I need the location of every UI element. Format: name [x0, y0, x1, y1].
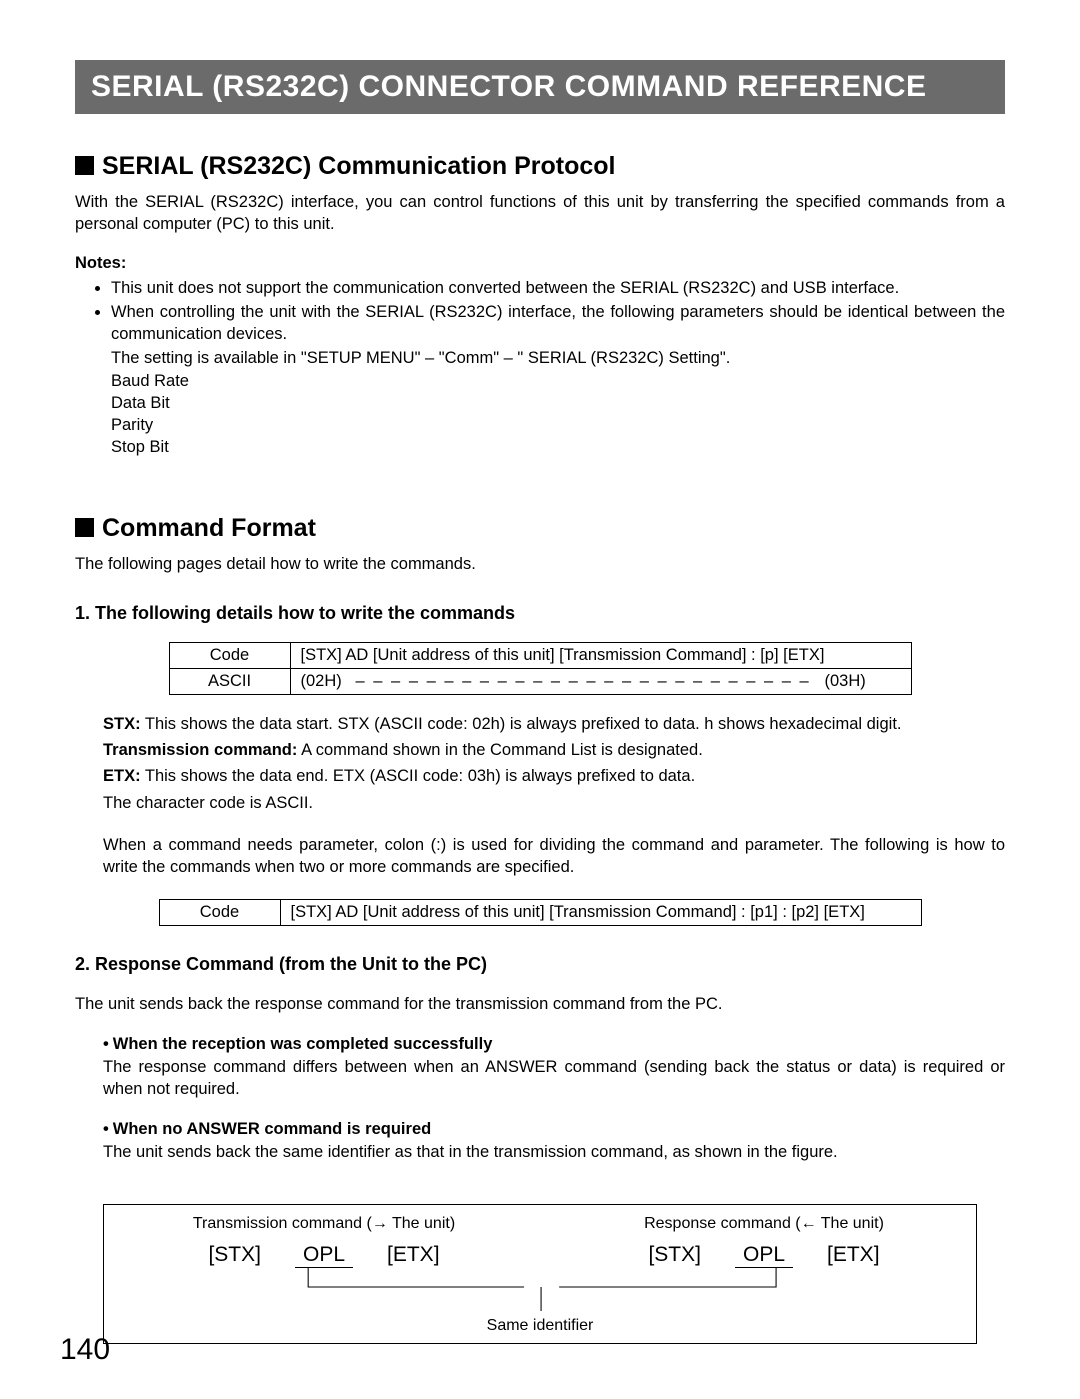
- square-bullet-icon: [75, 518, 94, 537]
- subline-1: Baud Rate: [111, 370, 1005, 392]
- bullet-dot-icon: •: [103, 1120, 109, 1138]
- t1-r2c2-dash: – – – – – – – – – – – – – – – – – – – – …: [356, 672, 811, 690]
- t2-r1c1: Code: [159, 899, 280, 925]
- response-bullets: •When the reception was completed succes…: [75, 1035, 1005, 1164]
- diagram-right-col: Response command (← The unit) [STX] OPL …: [604, 1215, 924, 1268]
- diag-l-tok3: [ETX]: [387, 1243, 440, 1268]
- command-diagram: Transmission command (→ The unit) [STX] …: [103, 1204, 977, 1344]
- notes-bullet-1: This unit does not support the communica…: [111, 277, 1005, 299]
- resp-b2-body: The unit sends back the same identifier …: [103, 1141, 1005, 1163]
- tc-text: A command shown in the Command List is d…: [297, 741, 702, 759]
- resp-b1-head: When the reception was completed success…: [113, 1035, 493, 1053]
- connector-lines-icon: [104, 1267, 976, 1323]
- ascii-line: The character code is ASCII.: [103, 792, 1005, 814]
- section1-heading-text: SERIAL (RS232C) Communication Protocol: [102, 152, 616, 180]
- t1-r1c2: [STX] AD [Unit address of this unit] [Tr…: [290, 642, 911, 668]
- t1-r2c2-left: (02H): [301, 672, 342, 690]
- t1-r2c1: ASCII: [169, 668, 290, 694]
- subline-4: Stop Bit: [111, 436, 1005, 458]
- notes-sublines: The setting is available in "SETUP MENU"…: [75, 347, 1005, 458]
- notes-bullet-2: When controlling the unit with the SERIA…: [111, 301, 1005, 346]
- stx-text: This shows the data start. STX (ASCII co…: [141, 715, 902, 733]
- sub2-title: 2. Response Command (from the Unit to th…: [75, 954, 1005, 975]
- etx-label: ETX:: [103, 767, 141, 785]
- page-number: 140: [60, 1333, 110, 1367]
- section2-heading-text: Command Format: [102, 514, 316, 542]
- same-identifier-label: Same identifier: [104, 1317, 976, 1335]
- diag-r-tok3: [ETX]: [827, 1243, 880, 1268]
- diag-l-tok1: [STX]: [208, 1243, 261, 1268]
- tc-label: Transmission command:: [103, 741, 297, 759]
- t1-r2c2-right: (03H): [825, 672, 866, 690]
- def-para2: When a command needs parameter, colon (:…: [103, 834, 1005, 879]
- t1-r1c1: Code: [169, 642, 290, 668]
- command-table-1: Code [STX] AD [Unit address of this unit…: [169, 642, 912, 695]
- square-bullet-icon: [75, 156, 94, 175]
- t2-r1c2: [STX] AD [Unit address of this unit] [Tr…: [280, 899, 921, 925]
- section2-intro: The following pages detail how to write …: [75, 553, 1005, 575]
- subline-3: Parity: [111, 414, 1005, 436]
- stx-label: STX:: [103, 715, 141, 733]
- sub2-intro: The unit sends back the response command…: [75, 993, 1005, 1015]
- section1-heading: SERIAL (RS232C) Communication Protocol: [75, 152, 1005, 181]
- section1-intro: With the SERIAL (RS232C) interface, you …: [75, 191, 1005, 236]
- sub1-title: 1. The following details how to write th…: [75, 603, 1005, 624]
- title-bar: SERIAL (RS232C) CONNECTOR COMMAND REFERE…: [75, 60, 1005, 114]
- notes-label: Notes:: [75, 254, 1005, 273]
- t1-r2c2: (02H) – – – – – – – – – – – – – – – – – …: [290, 668, 911, 694]
- etx-text: This shows the data end. ETX (ASCII code…: [141, 767, 696, 785]
- diagram-left-col: Transmission command (→ The unit) [STX] …: [164, 1215, 484, 1268]
- command-table-2: Code [STX] AD [Unit address of this unit…: [159, 899, 922, 926]
- subline-0: The setting is available in "SETUP MENU"…: [111, 347, 1005, 369]
- notes-bullet-list: This unit does not support the communica…: [75, 277, 1005, 346]
- resp-b1-body: The response command differs between whe…: [103, 1056, 1005, 1101]
- bullet-dot-icon: •: [103, 1035, 109, 1053]
- resp-b2-head: When no ANSWER command is required: [113, 1120, 431, 1138]
- diag-r-tok2: OPL: [735, 1243, 793, 1268]
- definitions-block: STX: This shows the data start. STX (ASC…: [75, 713, 1005, 879]
- diagram-left-label: Transmission command (→ The unit): [164, 1215, 484, 1233]
- subline-2: Data Bit: [111, 392, 1005, 414]
- section2-heading: Command Format: [75, 514, 1005, 543]
- diagram-right-label: Response command (← The unit): [604, 1215, 924, 1233]
- diag-r-tok1: [STX]: [648, 1243, 701, 1268]
- diag-l-tok2: OPL: [295, 1243, 353, 1268]
